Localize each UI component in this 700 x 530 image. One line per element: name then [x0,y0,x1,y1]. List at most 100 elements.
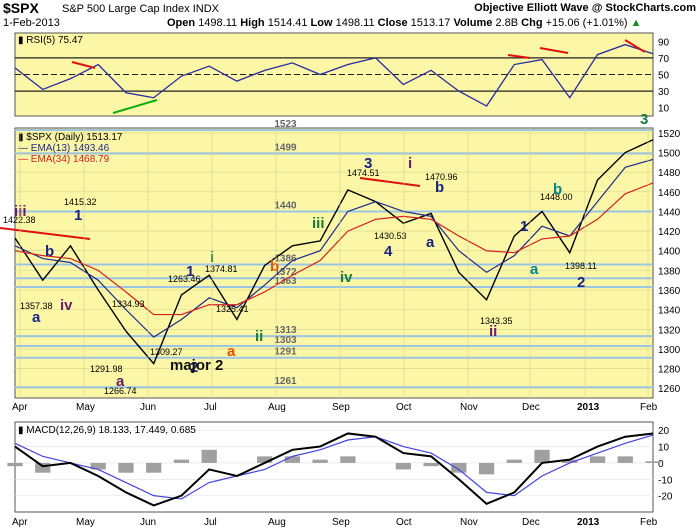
macd-histogram-bar [173,459,190,463]
macd-signal-line [14,434,654,500]
price-tick-label: 1480 [658,168,681,179]
price-annotation: 1263.46 [168,274,201,284]
x-tick-label: Feb [640,402,658,413]
wave-label: 1 [186,263,194,280]
x-tick-label: 2013 [577,517,600,528]
red-trendline [0,227,91,240]
credit: @ StockCharts.com [591,2,696,14]
volume-label: Volume [453,17,493,29]
macd-histogram-bar [589,456,606,463]
close-label: Close [377,17,408,29]
x-tick-label: Oct [396,402,412,413]
x-tick-label: Jun [140,402,156,413]
ema34-line [14,182,654,316]
price-annotation: 1291.98 [90,364,123,374]
red-trendline [507,54,531,59]
wave-label: a [530,261,539,278]
fib-level-label: 1440 [274,200,297,211]
macd-histogram-bar [506,459,522,463]
x-tick-label: May [76,402,95,413]
price-annotation: 1334.93 [112,299,145,309]
fib-level-label: 1303 [274,335,297,346]
wave-label: a [426,234,435,251]
wave-label: a [227,343,236,360]
macd-tick-label: 10 [658,443,670,454]
chg-arrow-icon: ▲ [630,17,642,29]
red-trendline [71,61,96,69]
red-trendline [624,39,646,53]
index-name: S&P 500 Large Cap Index INDX [62,3,219,15]
symbol-title: $SPX [3,0,39,16]
price-annotation: 1430.53 [374,231,407,241]
macd-title: ▮ MACD(12,26,9) 18.133, 17.449, 0.685 [18,425,196,436]
fib-level-label: 1363 [274,276,297,287]
quote-line: Open 1498.11 High 1514.41 Low 1498.11 Cl… [167,17,642,29]
macd-tick-label: -10 [658,475,673,486]
price-tick-label: 1340 [658,306,681,317]
attribution: Objective Elliott Wave @ StockCharts.com [474,2,696,14]
fib-level-label: 1386 [274,253,297,264]
price-annotation: 1309.27 [150,347,183,357]
price-tick-label: 1500 [658,149,681,160]
wave-label: a [32,309,41,326]
fib-level-label: 1372 [274,267,297,278]
high-value: 1514.41 [267,17,308,29]
macd-histogram-bar [395,462,411,470]
price-tick-label: 1440 [658,207,681,218]
macd-histogram-bar [7,462,23,467]
price-annotation: 1415.32 [64,197,97,207]
price-tick-label: 1420 [658,227,681,238]
macd-histogram-bar [118,462,134,473]
wave-label: iii [312,215,325,232]
x-tick-label: Aug [268,402,286,413]
x-tick-label: Oct [396,517,412,528]
wave-label: b [435,179,444,196]
chg-value: +15.06 (+1.01%) [545,17,628,29]
fib-level-label: 1523 [274,119,297,130]
wave-label: b [45,243,54,260]
exchange: INDX [192,3,219,15]
wave-label: ii [489,323,497,340]
macd-tick-label: -20 [658,492,673,503]
macd-histogram-bar [35,462,51,473]
price-annotation: 1266.74 [104,386,137,396]
index-fullname: S&P 500 Large Cap Index [62,3,190,15]
x-tick-label: Nov [460,402,478,413]
close-value: 1513.17 [410,17,451,29]
price-annotation: 1448.00 [540,192,573,202]
price-tick-label: 1260 [658,384,681,395]
open-label: Open [167,17,196,29]
wave-label: b [553,181,562,198]
price-tick-label: 1360 [658,286,681,297]
wave-label-major: major 2 [170,357,223,374]
macd-histogram-bar [451,462,467,473]
price-line [14,139,654,365]
price-annotation: 1374.81 [205,264,238,274]
price-tick-label: 1520 [658,129,681,140]
fib-level-label: 1499 [274,143,297,154]
wave-label: 3 [640,111,648,128]
macd-histogram-bar [257,456,273,463]
rsi-tick-label: 50 [658,71,670,82]
price-tick-label: 1300 [658,345,681,356]
x-tick-label: Apr [12,402,28,413]
chart-date: 1-Feb-2013 [3,17,60,29]
low-value: 1498.11 [335,17,375,29]
x-tick-label: May [76,517,95,528]
price-annotation: 1398.11 [565,261,597,271]
macd-histogram-bar [478,462,495,475]
rsi-tick-label: 30 [658,87,670,98]
low-label: Low [310,17,333,29]
wave-label: 2 [577,274,585,291]
wave-label: 4 [384,243,393,260]
price-panel [14,127,654,399]
price-legend-entry: — EMA(13) 1493.46 [18,143,110,154]
macd-histogram-bar [90,462,106,470]
fib-level-label: 1313 [274,325,297,336]
x-tick-label: Feb [640,517,658,528]
macd-histogram-bar [340,456,356,463]
macd-histogram-bar [312,459,328,463]
price-annotation: 1343.35 [480,316,513,326]
x-tick-label: Dec [522,402,540,413]
price-tick-label: 1320 [658,325,681,336]
